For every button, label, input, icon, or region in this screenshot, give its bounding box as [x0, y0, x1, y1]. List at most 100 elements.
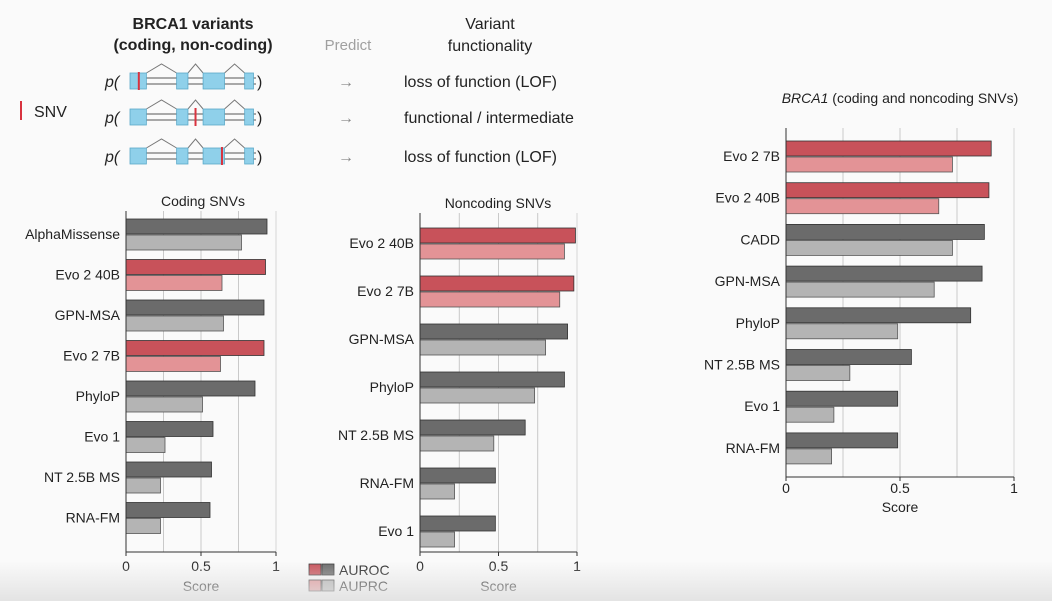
- legend: AUROC AUPRC: [308, 562, 390, 594]
- bar-auroc: [125, 502, 211, 518]
- bar-auprc: [785, 281, 935, 298]
- outcome-label: loss of function (LOF): [404, 149, 557, 166]
- x-tick-label: 0.5: [890, 480, 910, 496]
- predict-arrow: →: [338, 110, 354, 127]
- x-tick-label: 1: [1010, 480, 1018, 496]
- bar-auprc: [125, 437, 166, 453]
- x-tick-label: 1: [272, 558, 280, 574]
- category-label: Evo 2 40B: [349, 235, 414, 251]
- functionality-label-line2: functionality: [448, 38, 533, 55]
- legend-auroc-other-swatch: [321, 563, 335, 576]
- bar-auprc: [125, 234, 242, 251]
- bar-auroc: [419, 371, 565, 388]
- category-label: NT 2.5B MS: [44, 469, 120, 485]
- bar-auroc: [125, 340, 265, 356]
- category-label: Evo 2 7B: [357, 283, 414, 299]
- bar-auprc: [419, 483, 455, 500]
- bar-auroc: [785, 349, 912, 365]
- exon: [202, 72, 225, 90]
- bar-auprc: [419, 435, 495, 452]
- outcome-label: functional / intermediate: [404, 110, 574, 127]
- bar-auprc: [785, 156, 953, 173]
- bar-auprc: [785, 323, 899, 340]
- exon: [176, 108, 189, 126]
- splice-junction: [224, 63, 245, 74]
- bar-auroc: [125, 259, 266, 275]
- exon: [244, 147, 254, 165]
- legend-auprc-other-swatch: [321, 579, 335, 592]
- exon: [202, 108, 225, 126]
- bar-auroc: [785, 140, 992, 157]
- bar-auprc: [125, 315, 224, 332]
- legend-auprc-evo-swatch: [308, 579, 322, 592]
- category-label: Evo 1: [744, 398, 780, 414]
- x-tick-label: 0.5: [489, 558, 509, 574]
- bar-auroc: [419, 227, 576, 244]
- bar-auroc: [125, 461, 212, 478]
- bar-auroc: [125, 380, 256, 397]
- bar-auprc: [125, 396, 203, 413]
- x-tick-label: 0: [122, 558, 130, 574]
- x-tick-label: 0: [782, 480, 790, 496]
- bar-auroc: [785, 307, 972, 324]
- category-label: GPN-MSA: [55, 307, 121, 323]
- category-label: Evo 2 40B: [55, 267, 120, 283]
- exon: [244, 108, 254, 126]
- chart-title: BRCA1 (coding and noncoding SNVs): [782, 90, 1019, 106]
- category-label: PhyloP: [76, 388, 120, 404]
- splice-junction: [224, 99, 245, 110]
- category-label: Evo 1: [84, 429, 120, 445]
- x-tick-label: 0.5: [191, 558, 211, 574]
- category-label: GPN-MSA: [715, 273, 781, 289]
- splice-junction: [187, 99, 204, 110]
- gene-row-p-label: p(: [104, 74, 121, 91]
- bar-auroc: [785, 265, 983, 282]
- outcome-label: loss of function (LOF): [404, 74, 557, 91]
- splice-junction: [146, 99, 177, 110]
- exon: [202, 147, 225, 165]
- bar-auprc: [125, 275, 223, 291]
- legend-auprc-label: AUPRC: [339, 578, 388, 594]
- x-tick-label: 1: [573, 558, 581, 574]
- bar-auprc: [125, 477, 161, 494]
- bar-auroc: [785, 223, 985, 240]
- splice-junction: [224, 138, 245, 149]
- splice-junction: [146, 63, 177, 74]
- exon: [176, 147, 189, 165]
- bar-auprc: [419, 387, 536, 404]
- bar-auprc: [785, 365, 851, 381]
- chart-title: Noncoding SNVs: [445, 195, 552, 211]
- category-label: GPN-MSA: [349, 331, 415, 347]
- predict-label: Predict: [325, 37, 373, 54]
- bar-auprc: [419, 531, 455, 548]
- coding-snvs-chart: Coding SNVs AlphaMissense Evo 2 40B GPN-MSA…: [25, 193, 280, 594]
- bar-auprc: [785, 448, 832, 465]
- gene-row-close-paren: ): [257, 149, 262, 166]
- splice-junction: [187, 63, 204, 74]
- x-tick-label: 0: [416, 558, 424, 574]
- bar-auprc: [419, 339, 546, 356]
- category-label: NT 2.5B MS: [704, 357, 780, 373]
- bar-auprc: [785, 239, 953, 256]
- category-label: AlphaMissense: [25, 226, 120, 242]
- exon: [244, 72, 254, 90]
- bar-auprc: [419, 291, 561, 308]
- bar-auroc: [125, 421, 214, 437]
- bar-auroc: [419, 515, 496, 532]
- category-label: Evo 2 7B: [723, 148, 780, 164]
- bar-auroc: [785, 432, 899, 449]
- bar-auroc: [125, 299, 265, 316]
- predict-arrow: →: [338, 149, 354, 166]
- x-axis-label: Score: [480, 578, 517, 594]
- predict-arrow: →: [338, 74, 354, 91]
- bar-auprc: [125, 356, 221, 372]
- category-label: RNA-FM: [360, 475, 414, 491]
- bar-auprc: [785, 406, 835, 423]
- bar-auroc: [785, 390, 899, 407]
- category-label: RNA-FM: [726, 440, 780, 456]
- exon: [176, 72, 189, 90]
- category-label: Evo 2 7B: [63, 348, 120, 364]
- bar-auprc: [785, 198, 940, 215]
- exon: [129, 147, 147, 165]
